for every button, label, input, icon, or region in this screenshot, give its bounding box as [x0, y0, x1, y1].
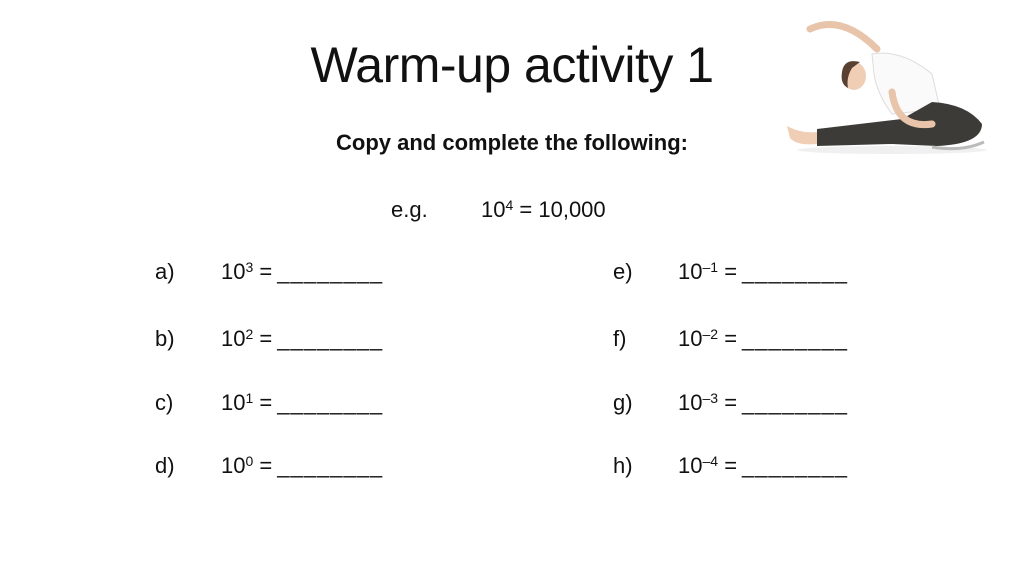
base: 10 — [221, 453, 246, 478]
base: 10 — [221, 259, 246, 284]
equals: = — [259, 326, 273, 351]
instruction: Copy and complete the following: — [336, 130, 688, 155]
exercise-label: f) — [613, 326, 627, 351]
equals: = — [724, 390, 738, 415]
exercise-label: a) — [155, 259, 175, 284]
answer-blank[interactable]: ________ — [742, 326, 848, 351]
base: 10 — [678, 259, 703, 284]
answer-blank[interactable]: ________ — [277, 259, 384, 284]
answer-blank[interactable]: ________ — [277, 453, 384, 478]
exponent: –2 — [702, 326, 719, 342]
exercise-expression: 101 = ________ — [221, 390, 383, 416]
exercise-expression: 10–2 = ________ — [678, 326, 848, 352]
example-result: = 10,000 — [519, 197, 606, 222]
exercise-expression: 103 = ________ — [221, 259, 383, 285]
woman-stretching-photo — [787, 21, 987, 154]
exercise-label: b) — [155, 326, 175, 351]
exercise-expression: 10–4 = ________ — [678, 453, 848, 479]
exercise-label: h) — [613, 453, 633, 478]
exercise-label: e) — [613, 259, 633, 284]
example-expression: 104 = 10,000 — [481, 197, 606, 223]
example-label: e.g. — [391, 197, 428, 222]
equals: = — [724, 453, 738, 478]
equals: = — [724, 326, 738, 351]
base: 10 — [678, 453, 703, 478]
exercise-expression: 100 = ________ — [221, 453, 383, 479]
exercise-expression: 102 = ________ — [221, 326, 383, 352]
equals: = — [259, 390, 273, 415]
base: 10 — [221, 390, 246, 415]
answer-blank[interactable]: ________ — [742, 453, 848, 478]
answer-blank[interactable]: ________ — [742, 259, 848, 284]
base: 10 — [678, 326, 703, 351]
example-exponent: 4 — [505, 197, 514, 213]
base: 10 — [678, 390, 703, 415]
exponent: 1 — [245, 390, 254, 406]
exercise-label: g) — [613, 390, 633, 415]
answer-blank[interactable]: ________ — [277, 326, 384, 351]
equals: = — [259, 259, 273, 284]
equals: = — [259, 453, 273, 478]
exponent: –3 — [702, 390, 719, 406]
base: 10 — [221, 326, 246, 351]
exercise-label: c) — [155, 390, 174, 415]
exponent: 3 — [245, 259, 254, 275]
exponent: –1 — [702, 259, 719, 275]
equals: = — [724, 259, 738, 284]
exercise-label: d) — [155, 453, 175, 478]
answer-blank[interactable]: ________ — [277, 390, 384, 415]
exercise-expression: 10–3 = ________ — [678, 390, 848, 416]
answer-blank[interactable]: ________ — [742, 390, 848, 415]
exponent: 2 — [245, 326, 254, 342]
slide-title: Warm-up activity 1 — [310, 37, 714, 93]
exponent: 0 — [245, 453, 254, 469]
example-base: 10 — [481, 197, 506, 222]
exercise-expression: 10–1 = ________ — [678, 259, 848, 285]
exponent: –4 — [702, 453, 719, 469]
